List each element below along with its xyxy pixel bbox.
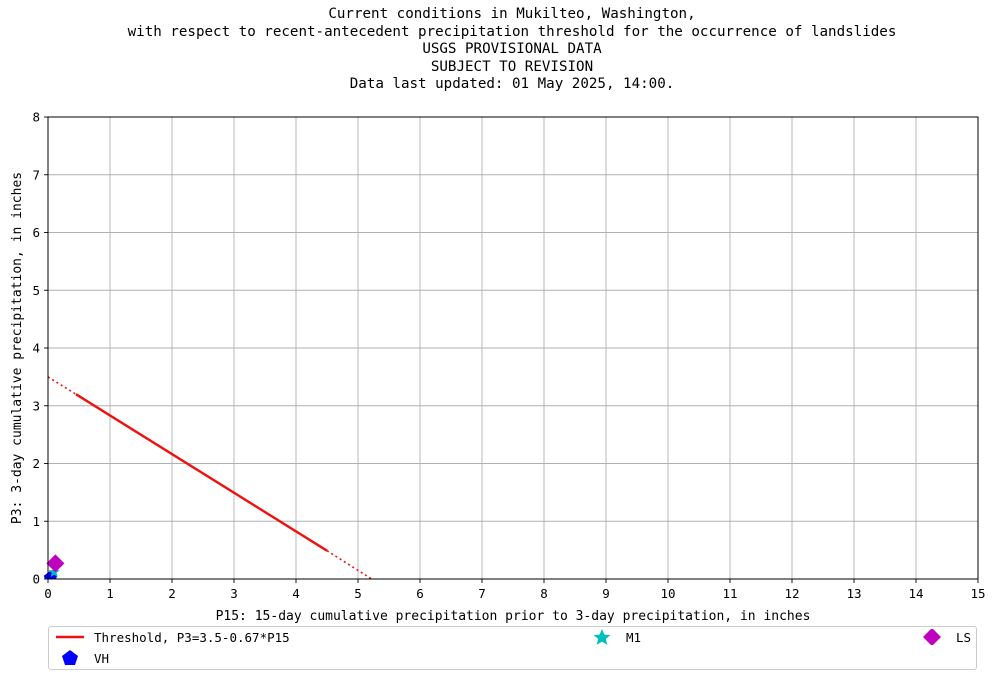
x-tick-label: 13 <box>846 586 861 601</box>
legend-label-m1: M1 <box>626 629 642 645</box>
y-tick-label: 0 <box>32 572 40 587</box>
y-tick-label: 1 <box>32 514 40 529</box>
x-axis-label: P15: 15-day cumulative precipitation pri… <box>216 609 811 624</box>
x-tick-label: 6 <box>416 586 424 601</box>
marker-m1 <box>48 566 60 577</box>
title-line-2: with respect to recent-antecedent precip… <box>127 23 897 40</box>
legend-label-ls: LS <box>956 629 972 645</box>
series <box>43 376 373 580</box>
x-tick-label: 1 <box>106 586 114 601</box>
title-line-5: Data last updated: 01 May 2025, 14:00. <box>349 76 675 92</box>
title-line-4: SUBJECT TO REVISION <box>430 58 594 75</box>
diamond-marker-icon <box>923 629 941 645</box>
y-tick-label: 5 <box>32 283 40 298</box>
title-line-3: USGS PROVISIONAL DATA <box>422 41 602 57</box>
legend-label-threshold: Threshold, P3=3.5-0.67*P15 <box>94 629 290 645</box>
y-tick-label: 2 <box>32 456 40 471</box>
star-marker-icon <box>593 629 611 645</box>
y-tick-label: 4 <box>32 341 40 356</box>
y-tick-label: 8 <box>32 110 40 125</box>
x-tick-label: 8 <box>540 586 548 601</box>
legend-item-threshold: Threshold, P3=3.5-0.67*P15 <box>52 629 290 645</box>
x-tick-label: 9 <box>602 586 610 601</box>
legend-label-vh: VH <box>94 650 110 666</box>
title-line-1: Current conditions in Mukilteo, Washingt… <box>328 6 696 22</box>
plot-frame <box>47 116 979 580</box>
legend-item-vh: VH <box>52 650 109 666</box>
threshold-extension-dotted <box>47 376 77 395</box>
x-tick-label: 15 <box>970 586 985 601</box>
x-tick-label: 12 <box>784 586 799 601</box>
y-axis-label: P3: 3-day cumulative precipitation, in i… <box>10 172 25 524</box>
y-tick-label: 6 <box>32 225 40 240</box>
marker-ls <box>46 554 65 573</box>
x-tick-label: 5 <box>354 586 362 601</box>
legend-line-symbol <box>56 635 84 639</box>
x-tick-label: 4 <box>292 586 300 601</box>
x-tick-label: 14 <box>908 586 923 601</box>
legend-item-m1: M1 <box>584 629 641 645</box>
x-tick-label: 2 <box>168 586 176 601</box>
y-tick-label: 7 <box>32 167 40 182</box>
x-tick-label: 11 <box>722 586 737 601</box>
marker-vh <box>43 570 58 579</box>
grid <box>47 116 979 580</box>
pentagon-marker-icon <box>62 650 78 665</box>
x-tick-label: 7 <box>478 586 486 601</box>
x-tick-label: 0 <box>44 586 52 601</box>
chart-title: Current conditions in Mukilteo, Washingt… <box>0 6 996 94</box>
x-tick-label: 10 <box>660 586 675 601</box>
threshold-line <box>75 393 328 552</box>
y-tick-label: 3 <box>32 398 40 413</box>
legend-item-ls: LS <box>914 629 971 645</box>
threshold-extension-dotted <box>326 550 373 580</box>
x-tick-label: 3 <box>230 586 238 601</box>
legend: Threshold, P3=3.5-0.67*P15 VH M1 LS <box>48 626 977 670</box>
